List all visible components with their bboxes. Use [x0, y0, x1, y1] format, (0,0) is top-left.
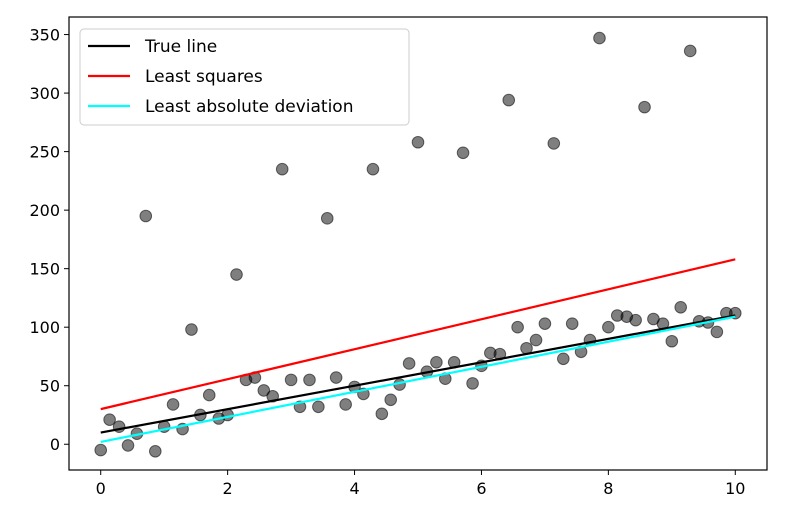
data-point	[148, 444, 162, 458]
legend-label-least-squares: Least squares	[145, 67, 263, 87]
series-line-true-line	[100, 314, 736, 434]
y-tick-label: 350	[29, 26, 60, 45]
data-point	[202, 388, 216, 402]
data-point	[320, 212, 334, 225]
data-point	[402, 357, 416, 370]
data-point	[230, 268, 243, 281]
series-line-least-squares	[100, 258, 736, 411]
data-point	[665, 334, 679, 348]
data-point	[683, 44, 697, 58]
data-point	[312, 400, 325, 414]
y-tick-label: 50	[40, 377, 60, 396]
data-point	[602, 320, 615, 334]
legend-label-true-line: True line	[144, 37, 217, 57]
data-point	[710, 325, 724, 339]
data-point	[339, 398, 352, 411]
data-point	[557, 352, 570, 366]
data-point	[329, 371, 343, 384]
series-line-least-absolute-deviation	[100, 315, 736, 443]
y-tick-label: 300	[29, 84, 60, 103]
x-tick-label: 6	[476, 479, 486, 498]
data-point	[565, 317, 579, 330]
data-point	[139, 209, 153, 223]
data-point	[375, 407, 389, 421]
data-point	[166, 398, 180, 411]
data-point	[303, 373, 316, 387]
x-tick-label: 0	[96, 479, 106, 498]
data-point	[257, 384, 271, 397]
data-point	[275, 162, 289, 176]
x-tick-label: 2	[223, 479, 233, 498]
y-tick-label: 0	[50, 435, 60, 454]
data-point	[456, 146, 470, 160]
data-point	[466, 377, 479, 390]
data-point	[529, 333, 543, 347]
y-tick-label: 150	[29, 260, 60, 279]
legend: True line Least squares Least absolute dev…	[79, 28, 410, 126]
data-point	[538, 317, 552, 330]
x-tick-label: 8	[603, 479, 613, 498]
data-point	[547, 137, 561, 150]
data-point	[94, 443, 108, 457]
x-tick-label: 4	[349, 479, 359, 498]
y-tick-label: 100	[29, 318, 60, 337]
data-point	[511, 320, 524, 334]
data-point	[430, 356, 443, 369]
legend-box	[79, 28, 410, 126]
data-point	[674, 300, 688, 314]
plot-frame	[68, 16, 768, 471]
y-tick-label: 250	[29, 143, 60, 162]
data-point	[502, 93, 516, 107]
data-point	[593, 31, 606, 45]
legend-label-least-absolute-deviation: Least absolute deviation	[145, 97, 353, 117]
data-point	[185, 323, 198, 336]
data-point	[638, 100, 651, 114]
data-point	[384, 393, 398, 407]
data-point	[411, 135, 425, 149]
data-point	[103, 413, 116, 426]
data-point	[266, 389, 279, 403]
chart-marks	[94, 31, 742, 458]
y-tick-label: 200	[29, 201, 60, 220]
data-point	[629, 313, 642, 327]
x-tick-label: 10	[725, 479, 745, 498]
data-point	[366, 162, 380, 176]
data-point	[121, 439, 135, 452]
data-point	[284, 373, 298, 387]
